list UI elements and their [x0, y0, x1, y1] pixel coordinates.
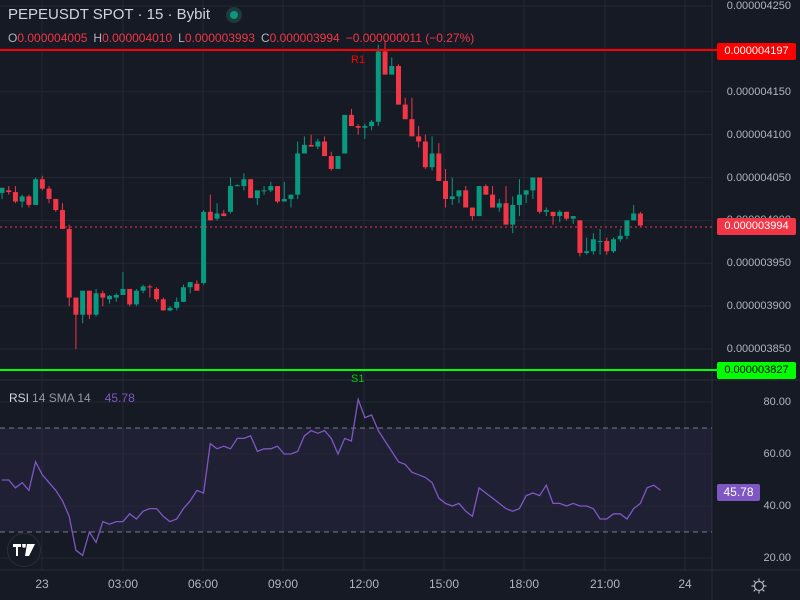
resistance-price-tag: 0.000004197: [717, 43, 796, 60]
rsi-value: 45.78: [104, 391, 135, 405]
rsi-axis-label: 20.00: [763, 552, 791, 564]
time-axis-label: 18:00: [508, 577, 540, 591]
price-axis-label: 0.000004250: [726, 0, 791, 12]
market-open-status-icon: [226, 6, 243, 23]
change-value: −0.000000011 (−0.27%): [345, 31, 475, 45]
price-axis-label: 0.000004050: [726, 172, 791, 184]
time-axis-label: 03:00: [107, 577, 139, 591]
tradingview-logo-icon[interactable]: [7, 533, 41, 567]
support-level-label: S1: [351, 373, 365, 385]
time-axis-label: 12:00: [348, 577, 380, 591]
rsi-axis-label: 80.00: [763, 396, 791, 408]
time-axis-label: 06:00: [187, 577, 219, 591]
price-axis-label: 0.000004100: [726, 129, 791, 141]
low-label: L: [178, 31, 185, 45]
close-value: 0.000003994: [269, 31, 340, 45]
rsi-value-tag: 45.78: [717, 484, 760, 501]
rsi-legend[interactable]: RSI 14 SMA 14 45.78: [9, 391, 135, 405]
time-axis-label: 23: [35, 577, 49, 591]
rsi-axis-label: 60.00: [763, 448, 791, 460]
high-label: H: [93, 31, 103, 45]
open-value: 0.000004005: [17, 31, 88, 45]
price-axis-label: 0.000004150: [726, 86, 791, 98]
current-price-tag: 0.000003994: [717, 218, 796, 235]
time-axis-label: 21:00: [589, 577, 621, 591]
rsi-params: 14 SMA 14: [32, 391, 91, 405]
price-axis-label: 0.000003950: [726, 257, 791, 269]
ohlc-legend: O 0.000004005 H 0.000004010 L 0.000003993 C…: [8, 31, 474, 45]
price-axis-label: 0.000003900: [726, 300, 791, 312]
time-axis-label: 24: [678, 577, 692, 591]
time-axis-label: 09:00: [267, 577, 299, 591]
symbol-title[interactable]: PEPEUSDT SPOT · 15 · Bybit: [8, 6, 211, 23]
time-axis-label: 15:00: [428, 577, 460, 591]
rsi-axis-label: 40.00: [763, 500, 791, 512]
rsi-name: RSI: [9, 391, 30, 405]
open-label: O: [8, 31, 18, 45]
close-label: C: [260, 31, 270, 45]
high-value: 0.000004010: [102, 31, 173, 45]
support-price-tag: 0.000003827: [717, 362, 796, 379]
settings-gear-icon[interactable]: [751, 578, 767, 594]
resistance-level-label: R1: [351, 54, 366, 66]
price-axis-label: 0.000003850: [726, 343, 791, 355]
symbol-header: PEPEUSDT SPOT · 15 · Bybit: [8, 6, 243, 23]
low-value: 0.000003993: [184, 31, 255, 45]
